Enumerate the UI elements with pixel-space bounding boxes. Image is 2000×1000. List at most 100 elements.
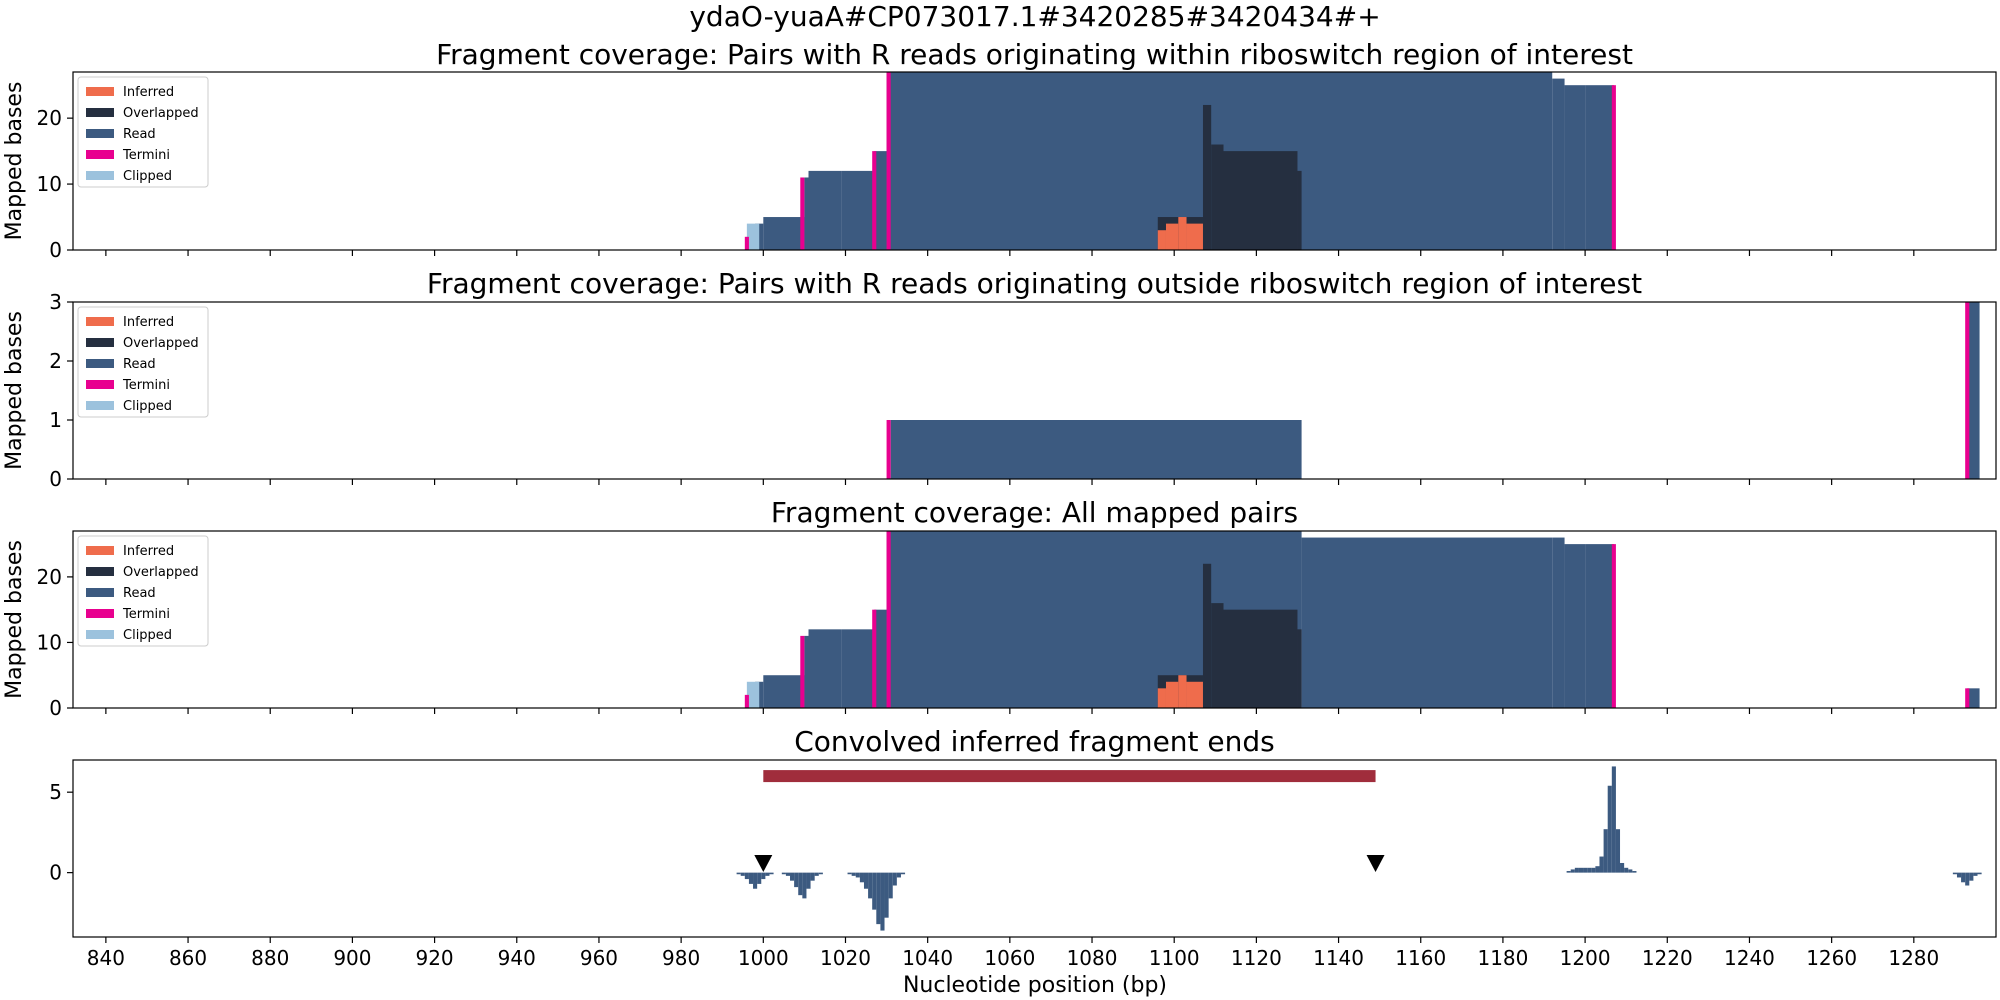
coverage-bar-read bbox=[1564, 85, 1586, 250]
coverage-bar-read bbox=[890, 420, 1302, 479]
legend-box bbox=[77, 306, 209, 418]
x-tick-label: 840 bbox=[87, 946, 125, 970]
legend-swatch bbox=[86, 359, 114, 368]
y-tick-label: 0 bbox=[49, 467, 62, 491]
coverage-bar-termini bbox=[872, 609, 877, 708]
coverage-bar-read bbox=[808, 170, 842, 250]
fragment-end-bar bbox=[761, 872, 766, 880]
axes-frame bbox=[72, 530, 1997, 709]
coverage-bar-termini bbox=[744, 236, 749, 250]
coverage-bar-read bbox=[808, 629, 842, 708]
legend-swatch bbox=[86, 338, 114, 347]
coverage-bar-clipped bbox=[746, 681, 760, 708]
coverage-bar-termini bbox=[744, 694, 749, 708]
fragment-end-bar bbox=[855, 872, 860, 878]
coverage-bar-read bbox=[755, 223, 764, 250]
coverage-bar-inferred bbox=[1186, 223, 1203, 250]
figure-title: ydaO-yuaA#CP073017.1#3420285#3420434#+ bbox=[689, 0, 1380, 33]
x-tick-label: 1000 bbox=[738, 946, 789, 970]
coverage-bar-overlapped bbox=[1202, 563, 1212, 708]
coverage-bar-overlapped bbox=[1211, 603, 1224, 708]
fragment-end-bar bbox=[798, 872, 803, 896]
fragment-end-bar bbox=[818, 872, 823, 875]
plot-marks bbox=[736, 766, 1982, 931]
fragment-end-bar bbox=[753, 872, 758, 889]
fragment-end-bar bbox=[1624, 867, 1629, 873]
legend-swatch bbox=[86, 546, 114, 555]
coverage-bar-read bbox=[1585, 85, 1614, 250]
legend-label: Inferred bbox=[123, 85, 174, 100]
coverage-bar-termini bbox=[886, 531, 891, 708]
fragment-end-bar bbox=[744, 872, 749, 880]
legend-label: Clipped bbox=[123, 628, 172, 643]
legend-label: Termini bbox=[122, 607, 170, 622]
legend-label: Read bbox=[123, 586, 156, 601]
y-axis-label: Mapped bases bbox=[2, 540, 27, 699]
fragment-end-bar bbox=[1603, 829, 1608, 873]
coverage-bar-termini bbox=[886, 72, 891, 250]
coverage-bar-inferred bbox=[1157, 230, 1166, 250]
coverage-bar-overlapped bbox=[1223, 609, 1298, 708]
fragment-end-bar bbox=[1615, 829, 1621, 873]
y-tick-label: 0 bbox=[49, 696, 62, 720]
coverage-bar-clipped bbox=[746, 223, 760, 250]
legend-label: Inferred bbox=[123, 315, 174, 330]
coverage-bar-read bbox=[874, 151, 887, 250]
panel-title: Convolved inferred fragment ends bbox=[794, 725, 1275, 758]
fragment-end-bar bbox=[896, 872, 901, 878]
fragment-end-bar bbox=[806, 872, 811, 889]
y-tick-label: 0 bbox=[49, 861, 62, 885]
legend: Inferred Overlapped Read Termini Clipped bbox=[77, 306, 209, 418]
panel-3: Fragment coverage: All mapped pairs Mappe… bbox=[2, 496, 1997, 720]
coverage-bar-inferred bbox=[1178, 217, 1187, 250]
fragment-end-bar bbox=[851, 872, 856, 876]
coverage-bar-read bbox=[804, 177, 809, 250]
x-tick-label: 860 bbox=[169, 946, 207, 970]
fragment-end-bar bbox=[1566, 871, 1571, 873]
fragment-end-bar bbox=[1620, 862, 1625, 873]
x-tick-label: 900 bbox=[333, 946, 371, 970]
fragment-end-bar bbox=[1977, 872, 1982, 875]
panel-1: Fragment coverage: Pairs with R reads or… bbox=[2, 38, 1997, 262]
coverage-bar-termini bbox=[1965, 302, 1970, 479]
legend-swatch bbox=[86, 380, 114, 389]
fragment-end-bar bbox=[748, 872, 754, 884]
x-tick-label: 1200 bbox=[1560, 946, 1611, 970]
fragment-end-bar bbox=[1574, 867, 1579, 873]
fragment-end-bar bbox=[892, 872, 897, 886]
legend-swatch bbox=[86, 567, 114, 576]
axes-frame bbox=[72, 71, 1997, 251]
legend-swatch bbox=[86, 171, 114, 180]
legend-label: Overlapped bbox=[123, 106, 199, 121]
coverage-bar-read bbox=[1552, 78, 1565, 250]
fragment-end-bar bbox=[900, 872, 906, 875]
coverage-bar-termini bbox=[886, 420, 891, 479]
riboswitch-region-bar bbox=[763, 770, 1376, 783]
legend-label: Clipped bbox=[123, 169, 172, 184]
x-tick-label: 1180 bbox=[1477, 946, 1528, 970]
x-tick-label: 1280 bbox=[1888, 946, 1939, 970]
fragment-end-bar bbox=[1952, 872, 1957, 875]
legend-swatch bbox=[86, 108, 114, 117]
coverage-bar-termini bbox=[800, 635, 805, 708]
x-tick-label: 880 bbox=[251, 946, 289, 970]
fragment-end-bar bbox=[1583, 867, 1588, 873]
x-tick-label: 1260 bbox=[1806, 946, 1857, 970]
coverage-bar-read bbox=[841, 170, 875, 250]
fragment-end-bar bbox=[790, 872, 795, 881]
legend-swatch bbox=[86, 129, 114, 138]
fragment-end-bar bbox=[880, 872, 885, 931]
x-tick-label: 940 bbox=[498, 946, 536, 970]
coverage-bar-inferred bbox=[1186, 681, 1203, 708]
legend-label: Read bbox=[123, 127, 156, 142]
legend-swatch bbox=[86, 150, 114, 159]
legend-label: Termini bbox=[122, 378, 170, 393]
legend-label: Clipped bbox=[123, 399, 172, 414]
coverage-bar-inferred bbox=[1165, 223, 1179, 250]
fragment-end-bar bbox=[1969, 872, 1974, 881]
plot-marks bbox=[744, 531, 1980, 708]
panel-title: Fragment coverage: All mapped pairs bbox=[771, 496, 1298, 529]
fragment-end-bar bbox=[802, 872, 807, 899]
fragment-end-bar bbox=[1578, 867, 1584, 873]
